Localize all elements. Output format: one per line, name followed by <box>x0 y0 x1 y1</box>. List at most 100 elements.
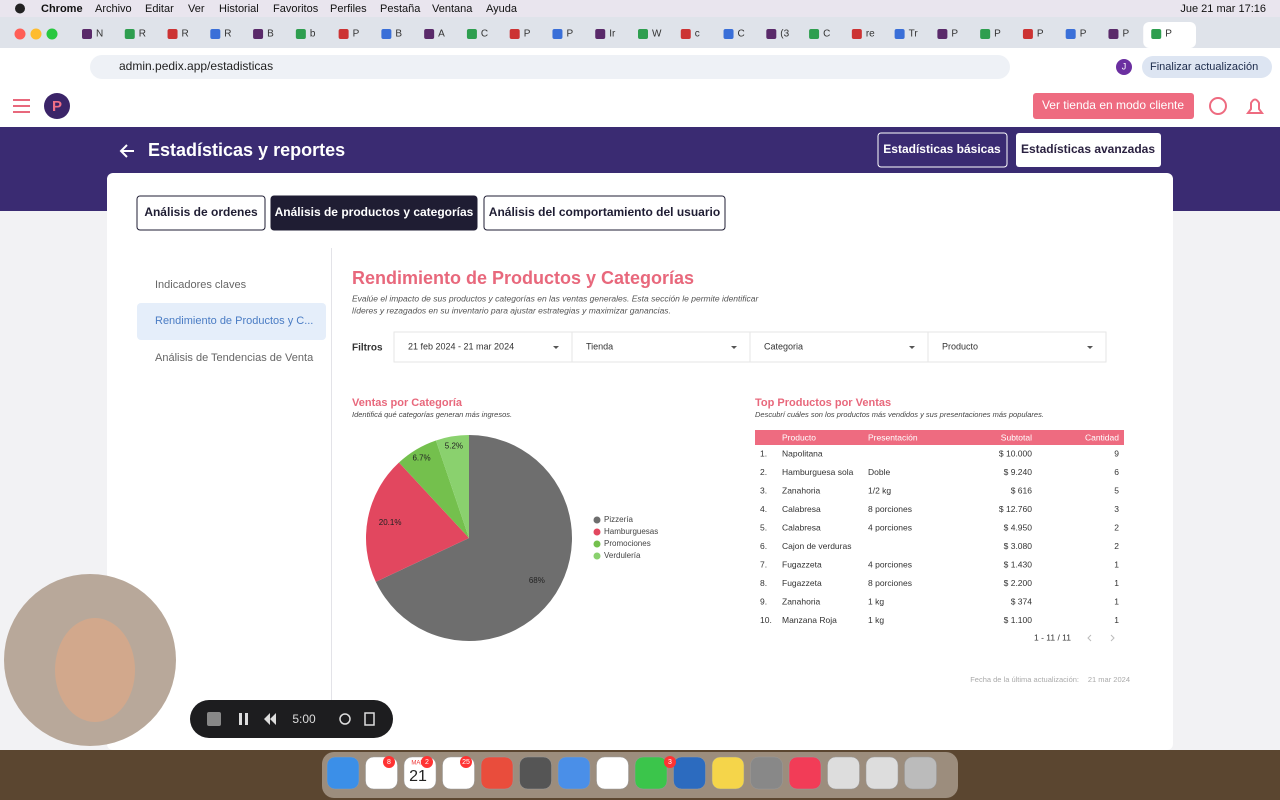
basic-stats-button[interactable] <box>877 132 1008 168</box>
dock-icon[interactable] <box>596 756 629 790</box>
pause-button[interactable] <box>239 713 242 725</box>
tab-title[interactable]: P <box>951 29 958 40</box>
tab-title[interactable]: P <box>1080 29 1087 40</box>
tab-title[interactable]: b <box>310 29 316 40</box>
menu-item[interactable]: Ver <box>188 3 205 15</box>
tab-icon[interactable] <box>894 29 905 39</box>
tab-title[interactable]: A <box>438 29 445 40</box>
window-control[interactable] <box>30 28 42 40</box>
menu-item[interactable]: Ayuda <box>486 3 518 15</box>
dock-icon[interactable] <box>750 756 783 790</box>
section-tab-label[interactable]: Análisis de productos y categorías <box>275 205 474 219</box>
tab-title[interactable]: C <box>481 29 488 40</box>
tab-title[interactable]: C <box>738 29 745 40</box>
menu-item[interactable]: Editar <box>145 3 174 15</box>
filter-dropdown[interactable] <box>393 331 573 363</box>
filter-value[interactable]: Categoria <box>764 341 803 351</box>
tab-icon[interactable] <box>851 29 862 39</box>
tab-icon[interactable] <box>124 29 135 39</box>
notifications-icon[interactable] <box>1246 98 1264 114</box>
tab-icon[interactable] <box>210 29 221 39</box>
menu-item[interactable]: Historial <box>219 3 259 15</box>
tab-title[interactable]: P <box>994 29 1001 40</box>
tab-icon[interactable] <box>1108 29 1119 39</box>
tab-icon[interactable] <box>809 29 820 39</box>
rewind-button[interactable] <box>264 713 276 725</box>
stop-button[interactable] <box>207 712 221 726</box>
tab-title[interactable]: c <box>695 29 700 40</box>
tab-title[interactable]: R <box>182 29 189 40</box>
tab-title[interactable]: B <box>395 29 402 40</box>
tab-title[interactable]: Tr <box>909 29 919 40</box>
dock-icon[interactable] <box>904 756 937 790</box>
dock-icon[interactable] <box>557 756 591 790</box>
menu-item[interactable]: Pestaña <box>380 3 421 15</box>
settings-icon[interactable] <box>1209 97 1227 115</box>
profile-avatar[interactable] <box>1116 59 1132 75</box>
menu-item[interactable]: Ventana <box>432 3 473 15</box>
tab-icon[interactable] <box>638 29 648 39</box>
delete-button[interactable] <box>364 712 375 726</box>
tab-title[interactable]: C <box>823 29 830 40</box>
sidebar-item[interactable]: Rendimiento de Productos y C... <box>155 315 313 327</box>
url-field[interactable] <box>90 55 1010 79</box>
tab-title[interactable]: P <box>1037 29 1044 40</box>
dock-icon[interactable] <box>673 756 706 790</box>
tab-icon[interactable] <box>167 29 178 39</box>
basic-stats-label[interactable]: Estadísticas básicas <box>883 142 1001 156</box>
restart-button[interactable] <box>339 713 351 725</box>
active-tab[interactable] <box>1143 22 1196 48</box>
tab-title[interactable]: P <box>524 29 531 40</box>
dock-icon[interactable] <box>788 756 822 790</box>
window-control[interactable] <box>14 28 26 40</box>
tab-icon[interactable] <box>466 29 477 39</box>
sidebar-item[interactable]: Indicadores claves <box>155 279 247 291</box>
tab-icon[interactable] <box>552 29 563 39</box>
tab-icon[interactable] <box>253 29 264 39</box>
section-tab-label[interactable]: Análisis de ordenes <box>144 205 258 219</box>
url[interactable]: admin.pedix.app/estadisticas <box>119 59 273 73</box>
section-tab[interactable] <box>270 195 478 231</box>
tab-icon[interactable] <box>509 29 520 39</box>
tab-title[interactable]: P <box>1165 29 1172 40</box>
store-button[interactable] <box>1033 93 1194 119</box>
dock-icon[interactable] <box>634 756 668 790</box>
tab-title[interactable]: W <box>652 29 662 40</box>
filter-dropdown[interactable] <box>571 331 751 363</box>
tab-icon[interactable] <box>424 29 435 39</box>
tab-title[interactable]: (3 <box>780 29 789 40</box>
dock-icon[interactable] <box>326 756 360 790</box>
tab-title[interactable]: P <box>1122 29 1129 40</box>
sidebar-item[interactable]: Análisis de Tendencias de Venta <box>155 352 314 364</box>
section-tab[interactable] <box>136 195 266 231</box>
dock-icon[interactable] <box>519 756 552 790</box>
tab-icon[interactable] <box>1151 29 1162 39</box>
filter-dropdown[interactable] <box>927 331 1107 363</box>
menu-item[interactable]: Archivo <box>95 3 132 15</box>
back-arrow[interactable] <box>119 144 134 158</box>
update-label[interactable]: Finalizar actualización <box>1150 61 1258 73</box>
tab-icon[interactable] <box>595 29 606 39</box>
filter-value[interactable]: 21 feb 2024 - 21 mar 2024 <box>408 341 514 351</box>
tab-icon[interactable] <box>295 29 306 39</box>
menu-item[interactable]: Favoritos <box>273 3 319 15</box>
filter-dropdown[interactable] <box>749 331 929 363</box>
pause-button[interactable] <box>245 713 248 725</box>
dock-icon[interactable] <box>711 756 745 790</box>
window-control[interactable] <box>46 28 58 40</box>
section-tab-label[interactable]: Análisis del comportamiento del usuario <box>489 205 720 219</box>
section-tab[interactable] <box>483 195 726 231</box>
tab-icon[interactable] <box>1065 29 1076 39</box>
tab-title[interactable]: B <box>267 29 274 40</box>
menu-item[interactable]: Perfiles <box>330 3 367 15</box>
tab-title[interactable]: re <box>866 29 875 40</box>
filter-value[interactable]: Producto <box>942 341 978 351</box>
advanced-stats-label[interactable]: Estadísticas avanzadas <box>1021 142 1155 156</box>
prev-page[interactable] <box>1087 634 1092 642</box>
tab-icon[interactable] <box>937 29 948 39</box>
tab-title[interactable]: N <box>96 29 103 40</box>
tab-title[interactable]: P <box>353 29 360 40</box>
tab-title[interactable]: R <box>139 29 146 40</box>
tab-icon[interactable] <box>723 29 734 39</box>
update-button[interactable] <box>1142 56 1272 78</box>
